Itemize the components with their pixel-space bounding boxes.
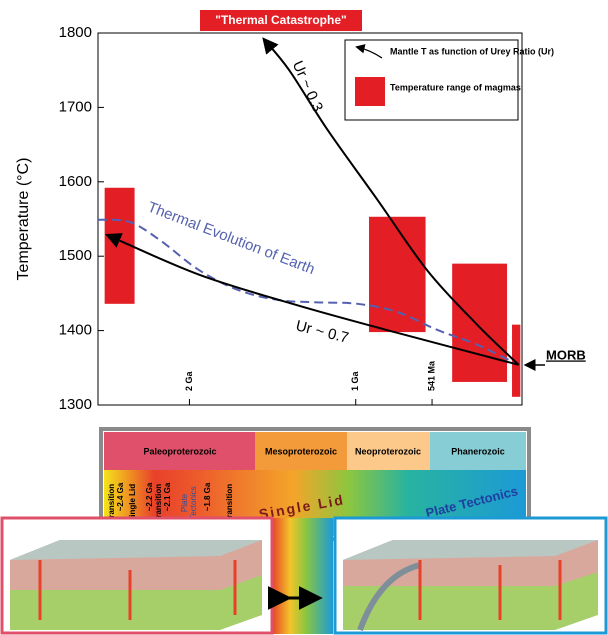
regime-label: Single Lid — [128, 484, 137, 522]
eon-label: Phanerozoic — [451, 446, 505, 456]
y-tick-label: 1300 — [59, 396, 92, 413]
temperature-range — [369, 217, 426, 332]
regime-label: Transition — [107, 484, 116, 522]
annotation: MORB — [546, 347, 586, 362]
y-tick-label: 1700 — [59, 98, 92, 115]
figure: Temperature (°C) "Thermal Catastrophe" M… — [0, 0, 608, 635]
regime-label: ~1.8 Ga — [203, 482, 212, 511]
plot-area: Temperature (°C) "Thermal Catastrophe" M… — [15, 10, 586, 413]
legend-label: Mantle T as function of Urey Ratio (Ur) — [390, 46, 554, 56]
y-axis-title: Temperature (°C) — [15, 158, 32, 281]
temperature-range — [452, 264, 507, 382]
legend-label: Temperature range of magmas — [390, 82, 521, 92]
eon-label: Paleoproterozoic — [143, 446, 216, 456]
regime-label: Plate — [180, 493, 189, 512]
gradient-strip — [272, 518, 333, 634]
y-tick-label: 1800 — [59, 24, 92, 41]
regime-label: Tectonics — [189, 486, 198, 519]
regime-label: ~2.1 Ga — [163, 482, 172, 511]
regime-label: Transition — [225, 484, 234, 522]
y-tick-label: 1600 — [59, 173, 92, 190]
curve-label: Ur ~ 0.3 — [289, 58, 326, 114]
eon-label: Neoproterozoic — [355, 446, 421, 456]
regime-label: ~2.4 Ga — [116, 482, 125, 511]
curve-label: Thermal Evolution of Earth — [145, 199, 317, 279]
curve-label: Ur ~ 0.7 — [294, 317, 350, 347]
annotation: "Thermal Catastrophe" — [215, 13, 346, 27]
regime-label: Transition — [154, 484, 163, 522]
legend-swatch — [355, 77, 385, 106]
y-tick-label: 1400 — [59, 322, 92, 339]
x-tick-label: 541 Ma — [426, 360, 436, 391]
regime-label: ~2.2 Ga — [145, 482, 154, 511]
y-tick-label: 1500 — [59, 247, 92, 264]
illustrations — [2, 518, 606, 634]
x-tick-label: 2 Ga — [184, 370, 194, 391]
eon-label: Mesoproterozoic — [265, 446, 337, 456]
x-tick-label: 1 Ga — [350, 370, 360, 391]
